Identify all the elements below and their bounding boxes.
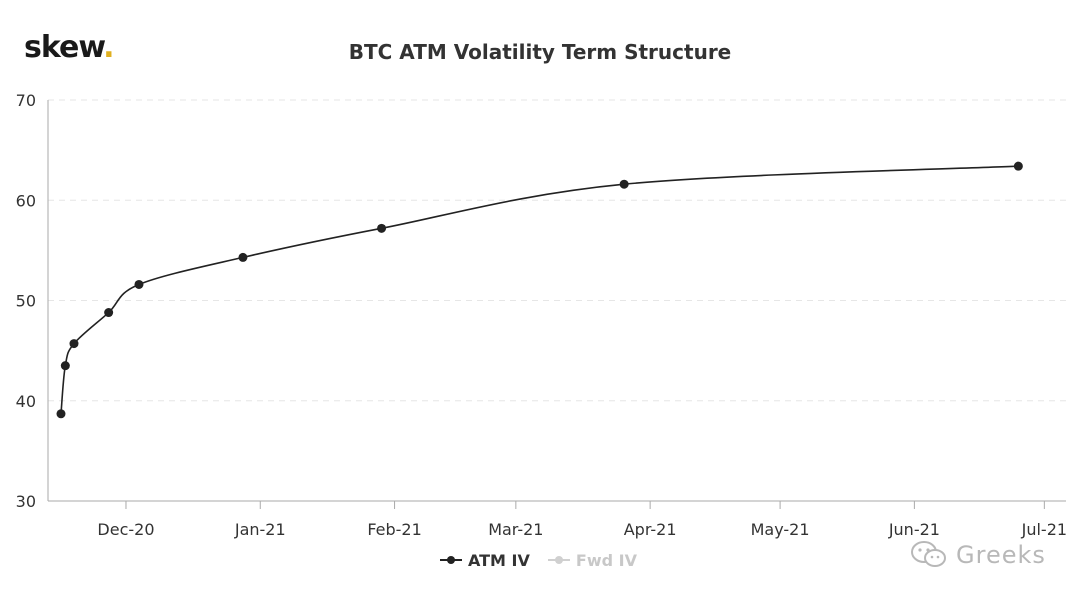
logo-text: skew bbox=[24, 30, 104, 65]
chart-title: BTC ATM Volatility Term Structure bbox=[348, 40, 732, 64]
data-point bbox=[619, 179, 629, 189]
x-tick-label: Feb-21 bbox=[367, 520, 421, 539]
legend: ATM IV Fwd IV bbox=[440, 548, 637, 572]
series-line-atm-iv bbox=[60, 165, 1019, 414]
y-tick-label: 30 bbox=[16, 492, 36, 511]
x-tick-labels: Dec-20 Jan-21 Feb-21 Mar-21 Apr-21 May-21 Jun-… bbox=[97, 520, 1067, 539]
x-tick-label: Apr-21 bbox=[624, 520, 677, 539]
logo-dot: . bbox=[103, 30, 114, 65]
x-tick-label: Mar-21 bbox=[488, 520, 543, 539]
x-tick-label: Jan-21 bbox=[234, 520, 286, 539]
y-tick-labels: 30 40 50 60 70 bbox=[16, 91, 36, 511]
axes bbox=[47, 100, 1066, 509]
x-tick-label: Dec-20 bbox=[97, 520, 154, 539]
legend-item-fwd-iv[interactable]: Fwd IV bbox=[547, 550, 637, 570]
x-tick-label: Jul-21 bbox=[1021, 520, 1067, 539]
x-tick-label: Jun-21 bbox=[888, 520, 940, 539]
data-point bbox=[60, 361, 70, 371]
legend-swatch-atm-iv bbox=[440, 554, 462, 566]
legend-swatch-fwd-iv bbox=[547, 554, 570, 566]
data-point bbox=[1013, 161, 1023, 171]
data-point bbox=[377, 223, 387, 233]
skew-logo: skew. bbox=[24, 30, 115, 65]
watermark: Greeks bbox=[910, 540, 1046, 570]
y-tick-label: 40 bbox=[16, 392, 36, 411]
x-tick-label: May-21 bbox=[751, 520, 810, 539]
data-point bbox=[238, 252, 248, 262]
legend-label-atm-iv: ATM IV bbox=[468, 550, 530, 570]
y-tick-label: 60 bbox=[16, 191, 36, 210]
wechat-icon bbox=[911, 541, 946, 567]
grid-lines bbox=[48, 99, 1066, 402]
watermark-text: Greeks bbox=[956, 541, 1046, 569]
legend-item-atm-iv[interactable]: ATM IV bbox=[440, 551, 530, 570]
data-point bbox=[56, 409, 66, 419]
legend-label-fwd-iv: Fwd IV bbox=[575, 550, 637, 570]
y-tick-label: 50 bbox=[16, 292, 36, 311]
data-point bbox=[69, 339, 79, 349]
data-point bbox=[134, 279, 144, 289]
series-layer bbox=[56, 161, 1023, 419]
data-point bbox=[104, 308, 114, 318]
y-tick-label: 70 bbox=[16, 91, 36, 110]
